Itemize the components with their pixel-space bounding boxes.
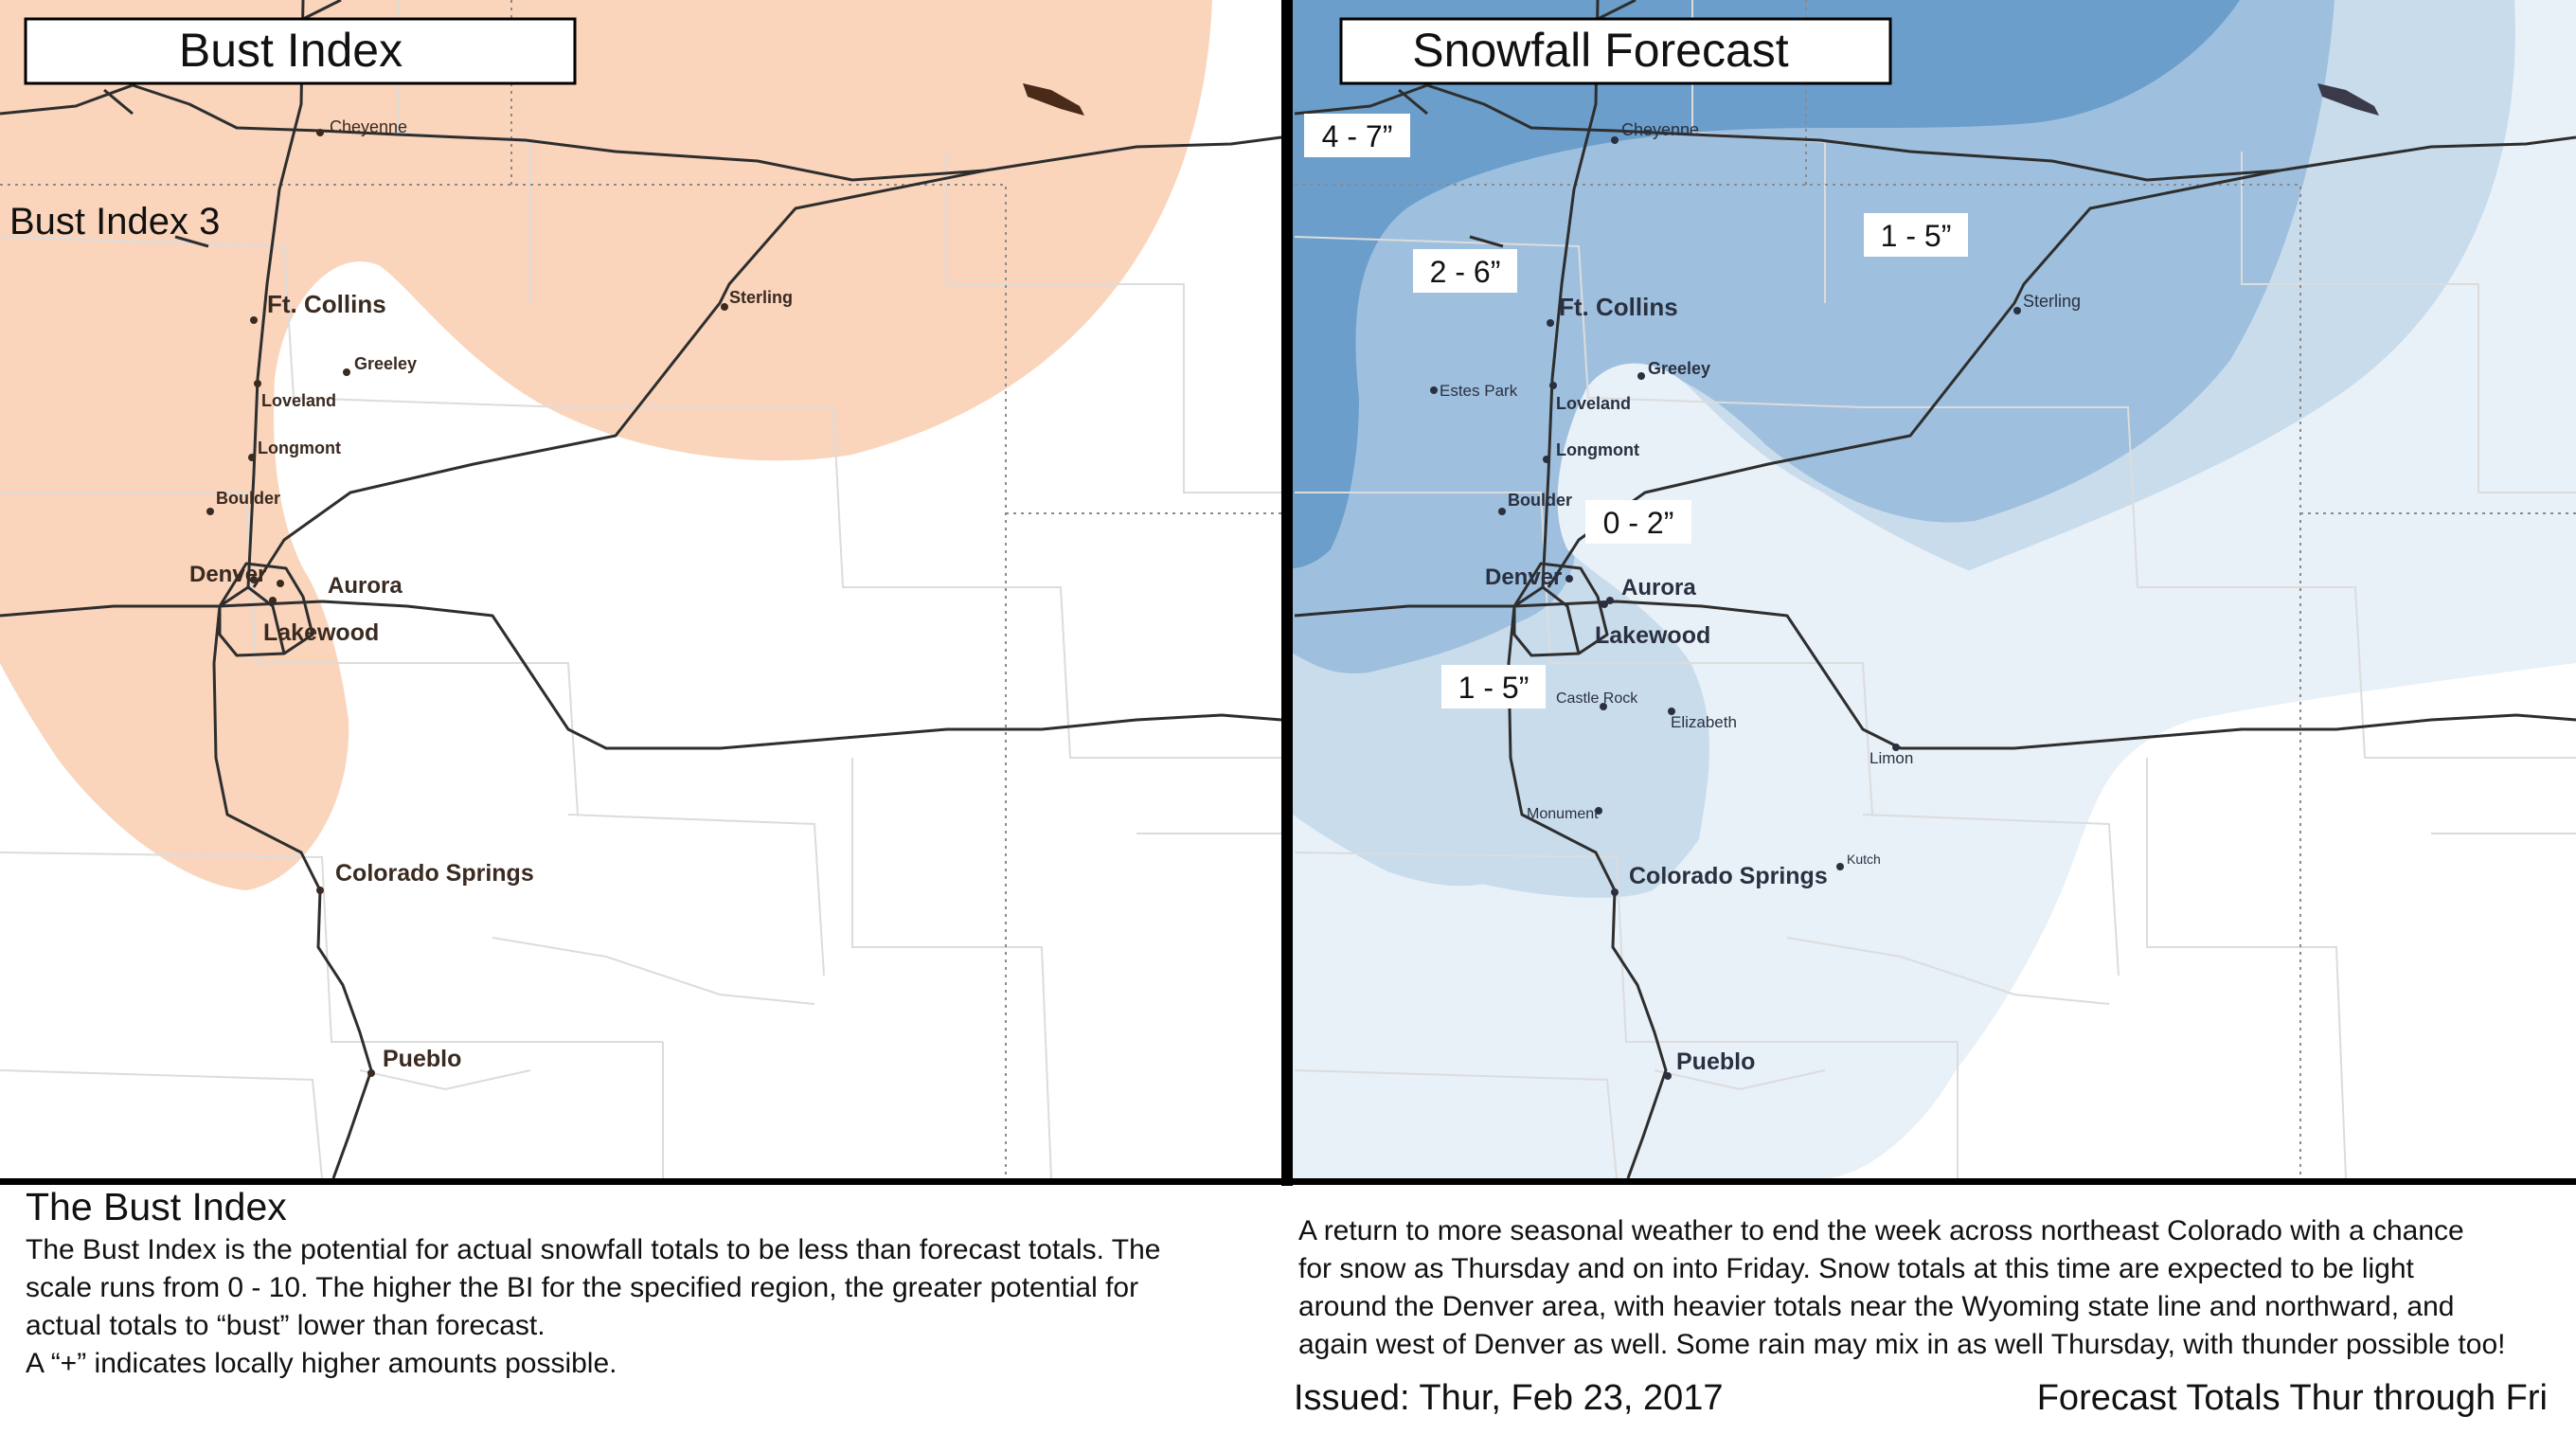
city-left-label-11: Pueblo bbox=[383, 1046, 461, 1072]
bust-index-map bbox=[0, 0, 1281, 1178]
city-right-label-10: Lakewood bbox=[1595, 622, 1710, 649]
bust-region-label: Bust Index 3 bbox=[9, 201, 220, 242]
city-left-label-0: Cheyenne bbox=[330, 117, 407, 136]
svg-text:1 - 5”: 1 - 5” bbox=[1881, 219, 1952, 253]
zone-2-6 bbox=[1293, 0, 2334, 673]
bust-index-explanation: The Bust Index The Bust Index is the pot… bbox=[26, 1184, 1257, 1383]
city-left-label-8: Aurora bbox=[328, 573, 402, 599]
zone-0-2-denver bbox=[1557, 363, 2063, 1178]
forecast-discussion: A return to more seasonal weather to end… bbox=[1298, 1215, 2506, 1360]
city-right-dot-8 bbox=[1565, 575, 1573, 583]
city-right-label-17: Pueblo bbox=[1676, 1049, 1755, 1075]
city-right-dot-11 bbox=[1600, 703, 1607, 710]
zone-label-1-5-south: 1 - 5” bbox=[1441, 665, 1546, 708]
city-left-label-5: Longmont bbox=[258, 439, 341, 457]
city-left-label-1: Ft. Collins bbox=[267, 290, 386, 318]
bust-region-3 bbox=[0, 0, 1212, 890]
panel-divider bbox=[1281, 0, 1293, 1186]
city-right-label-11: Castle Rock bbox=[1556, 690, 1638, 707]
city-left-dot-4 bbox=[254, 380, 261, 387]
city-left-dot-8 bbox=[277, 580, 284, 587]
city-right-label-13: Limon bbox=[1869, 749, 1913, 767]
city-left-label-10: Colorado Springs bbox=[335, 860, 534, 887]
city-right-label-2: Greeley bbox=[1648, 359, 1710, 378]
svg-text:1 - 5”: 1 - 5” bbox=[1458, 671, 1530, 705]
right-title: Snowfall Forecast bbox=[1412, 24, 1788, 77]
city-right-dot-10 bbox=[1601, 600, 1608, 608]
city-right-label-4: Estes Park bbox=[1440, 382, 1518, 400]
city-right-dot-4 bbox=[1430, 386, 1438, 394]
reservoir-shape bbox=[1023, 83, 1084, 116]
city-left-dot-2 bbox=[343, 368, 350, 376]
svg-text:2 - 6”: 2 - 6” bbox=[1430, 255, 1501, 289]
city-right-dot-9 bbox=[1606, 597, 1614, 604]
city-left-dot-9 bbox=[269, 597, 277, 604]
city-left-dot-5 bbox=[248, 454, 256, 461]
reservoir-shape-right bbox=[2317, 83, 2379, 116]
city-right-label-6: Longmont bbox=[1556, 440, 1639, 459]
right-title-box: Snowfall Forecast bbox=[1339, 17, 1892, 85]
forecast-totals-note: Forecast Totals Thur through Fri bbox=[2036, 1378, 2548, 1418]
city-right-label-1: Ft. Collins bbox=[1559, 293, 1678, 321]
city-right-label-8: Denver bbox=[1485, 565, 1562, 590]
city-left-dot-0 bbox=[316, 129, 324, 136]
city-left-dot-10 bbox=[316, 887, 324, 894]
city-labels-right: Cheyenne Ft. Collins Greeley Sterling Estes … bbox=[1430, 120, 2081, 1080]
zone-label-4-7: 4 - 7” bbox=[1304, 114, 1410, 157]
city-right-label-16: Colorado Springs bbox=[1629, 863, 1828, 889]
city-left-dot-3 bbox=[721, 303, 728, 311]
left-title: Bust Index bbox=[179, 24, 402, 77]
svg-text:0 - 2”: 0 - 2” bbox=[1603, 506, 1674, 540]
zone-label-1-5-north: 1 - 5” bbox=[1864, 213, 1968, 257]
snowfall-forecast-map bbox=[1293, 0, 2576, 1178]
city-left-label-2: Greeley bbox=[354, 354, 417, 373]
city-right-dot-17 bbox=[1664, 1072, 1672, 1080]
city-right-label-9: Aurora bbox=[1621, 575, 1696, 600]
city-right-label-12: Elizabeth bbox=[1671, 713, 1737, 731]
city-right-dot-7 bbox=[1498, 508, 1506, 515]
city-right-dot-16 bbox=[1611, 888, 1619, 896]
bust-info-heading: The Bust Index bbox=[26, 1185, 287, 1228]
city-right-label-5: Loveland bbox=[1556, 394, 1631, 413]
city-right-dot-2 bbox=[1637, 372, 1645, 380]
city-labels-left: Cheyenne Ft. Collins Greeley Sterling Lovela… bbox=[189, 117, 793, 1077]
city-right-dot-0 bbox=[1611, 136, 1619, 144]
city-left-label-9: Lakewood bbox=[263, 619, 379, 646]
left-title-box: Bust Index bbox=[24, 17, 577, 85]
city-left-label-3: Sterling bbox=[729, 288, 793, 307]
city-right-dot-14 bbox=[1595, 807, 1602, 815]
city-right-label-7: Boulder bbox=[1508, 491, 1572, 510]
city-left-dot-11 bbox=[367, 1069, 375, 1077]
city-left-dot-7 bbox=[250, 576, 258, 583]
city-right-dot-6 bbox=[1543, 456, 1550, 463]
issued-date: Issued: Thur, Feb 23, 2017 bbox=[1294, 1378, 1724, 1418]
city-right-dot-13 bbox=[1892, 744, 1900, 751]
city-right-label-15: Kutch bbox=[1847, 851, 1881, 867]
zone-4-7 bbox=[1293, 0, 2240, 568]
city-right-dot-5 bbox=[1549, 382, 1557, 389]
city-left-label-4: Loveland bbox=[261, 391, 336, 410]
city-right-dot-12 bbox=[1668, 708, 1675, 715]
city-left-dot-6 bbox=[206, 508, 214, 515]
bust-info-text: The Bust Index is the potential for actu… bbox=[26, 1234, 1161, 1379]
city-left-dot-1 bbox=[250, 316, 258, 324]
zone-label-2-6: 2 - 6” bbox=[1413, 249, 1517, 293]
city-right-label-3: Sterling bbox=[2023, 292, 2081, 311]
city-left-label-6: Boulder bbox=[216, 489, 280, 508]
city-right-label-0: Cheyenne bbox=[1621, 120, 1699, 139]
city-right-dot-1 bbox=[1547, 319, 1554, 327]
zone-label-0-2: 0 - 2” bbox=[1585, 500, 1691, 544]
city-right-dot-15 bbox=[1836, 863, 1844, 870]
city-left-label-7: Denver bbox=[189, 562, 266, 587]
city-right-dot-3 bbox=[2013, 307, 2021, 314]
svg-text:4 - 7”: 4 - 7” bbox=[1322, 119, 1393, 153]
bottom-divider bbox=[0, 1178, 2576, 1185]
city-right-label-14: Monument bbox=[1527, 806, 1599, 822]
